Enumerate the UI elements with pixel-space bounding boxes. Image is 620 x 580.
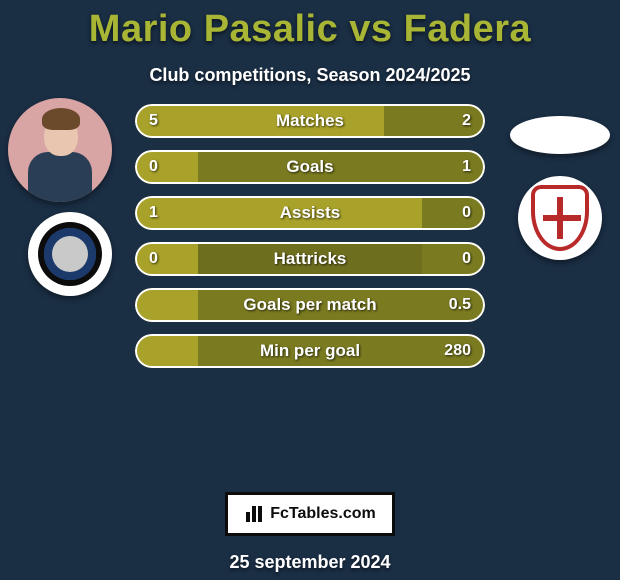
- club-badge-left: [28, 212, 112, 296]
- stat-label: Matches: [135, 104, 485, 138]
- comparison-layout: 52Matches 01Goals 10Assists 00Hattricks 0.5G…: [0, 104, 620, 484]
- stat-bar: 52Matches: [135, 104, 485, 138]
- right-column: [500, 104, 620, 484]
- brand-text: FcTables.com: [270, 505, 376, 523]
- player-photo-left: [8, 98, 112, 202]
- page-title: Mario Pasalic vs Fadera: [0, 0, 620, 51]
- como-badge-icon: [531, 185, 589, 251]
- atalanta-badge-icon: [38, 222, 102, 286]
- brand-chart-icon: [244, 504, 264, 524]
- left-column: [0, 104, 120, 484]
- stat-bar: 00Hattricks: [135, 242, 485, 276]
- stat-bars: 52Matches 01Goals 10Assists 00Hattricks 0.5G…: [135, 104, 485, 368]
- stat-bar: 280Min per goal: [135, 334, 485, 368]
- stat-label: Goals per match: [135, 288, 485, 322]
- stat-bar: 01Goals: [135, 150, 485, 184]
- player-photo-right: [510, 116, 610, 154]
- brand-badge: FcTables.com: [225, 492, 395, 536]
- stat-label: Goals: [135, 150, 485, 184]
- stat-label: Assists: [135, 196, 485, 230]
- page-subtitle: Club competitions, Season 2024/2025: [0, 65, 620, 86]
- stat-bar: 10Assists: [135, 196, 485, 230]
- club-badge-right: [518, 176, 602, 260]
- stat-bar: 0.5Goals per match: [135, 288, 485, 322]
- page-date: 25 september 2024: [0, 552, 620, 573]
- stat-label: Hattricks: [135, 242, 485, 276]
- stat-label: Min per goal: [135, 334, 485, 368]
